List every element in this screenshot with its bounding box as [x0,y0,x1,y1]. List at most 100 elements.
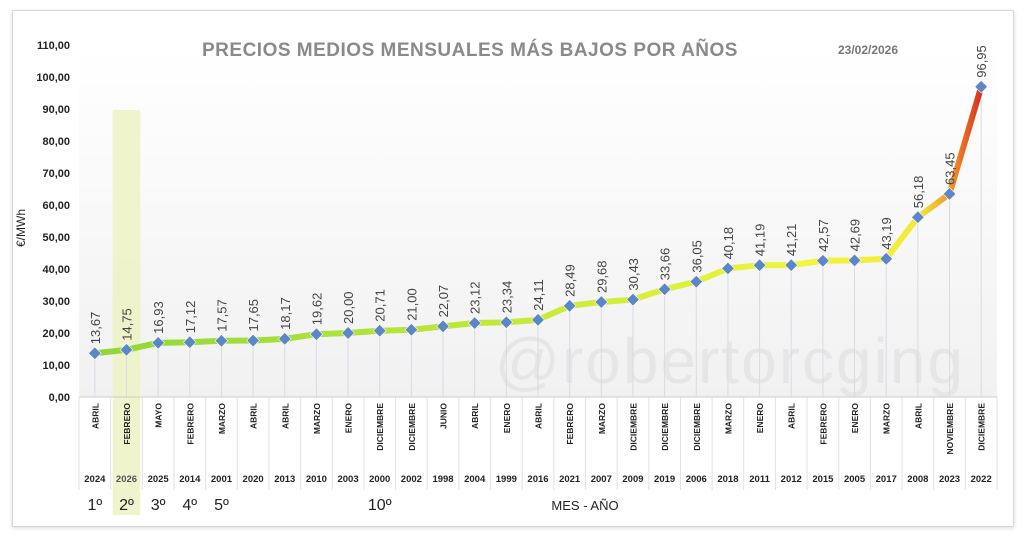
data-point [657,282,672,297]
month-label: ABRIL [534,403,544,429]
data-label: 18,17 [278,297,293,330]
month-label: ENERO [344,403,354,434]
highlight-column [112,110,141,515]
data-point [879,252,893,266]
data-point [214,333,229,348]
year-label: 2020 [243,474,264,485]
y-tick-label: 110,00 [37,40,70,52]
month-label: NOVIEMBRE [945,403,955,455]
data-point [531,313,545,327]
chart-title: PRECIOS MEDIOS MENSUALES MÁS BAJOS POR A… [202,39,738,61]
data-label: 17,65 [246,299,261,332]
month-label: MARZO [882,403,892,435]
month-label: ABRIL [470,403,480,429]
month-label: DICIEMBRE [628,403,638,451]
month-label: MAYO [154,403,164,428]
data-point [119,343,134,357]
y-tick-label: 30,00 [42,296,70,308]
year-label: 2024 [84,474,106,485]
data-point [721,261,735,276]
data-point [784,258,799,272]
rank-label: 1º [87,497,102,514]
year-label: 2022 [971,474,992,485]
data-label: 14,75 [119,308,134,341]
month-label: FEBRERO [818,403,828,445]
month-label: ABRIL [280,403,290,429]
y-tick-label: 40,00 [42,264,70,276]
year-label: 2002 [401,474,422,485]
month-label: ABRIL [90,403,100,429]
rank-label: 5º [214,497,229,514]
year-label: 2015 [812,474,834,485]
data-point [974,79,988,94]
year-label: 2001 [211,474,233,485]
month-label: JUNIO [439,403,449,429]
data-label: 63,45 [943,152,958,185]
month-label: DICIEMBRE [977,403,987,451]
month-label: FEBRERO [185,403,195,445]
data-point [467,316,482,330]
data-point [341,326,355,340]
y-tick-label: 50,00 [42,232,70,244]
data-point [404,323,419,337]
data-label: 24,11 [531,279,546,311]
year-label: 2026 [116,474,137,485]
month-label: ABRIL [249,403,259,429]
data-point [689,274,704,289]
year-label: 2007 [591,474,612,485]
data-label: 13,67 [88,312,103,345]
data-point [499,315,514,330]
year-label: 2016 [527,474,548,485]
year-label: 1998 [432,474,453,485]
data-label: 41,19 [753,224,768,257]
data-point [562,299,577,313]
year-label: 2012 [781,474,802,485]
year-label: 2004 [464,474,486,485]
month-label: DICIEMBRE [660,403,670,451]
year-label: 2009 [622,474,643,485]
year-label: 2000 [369,474,390,485]
rank-label: 4º [182,497,197,514]
year-label: 2021 [559,474,581,485]
data-label: 22,07 [436,285,451,318]
data-point [183,335,197,350]
y-axis-label: €/MWh [14,209,28,247]
data-label: 17,12 [183,301,198,334]
year-label: 2010 [306,474,327,485]
data-point [816,253,830,268]
watermark: @robertorcging [495,325,965,397]
month-label: ABRIL [787,403,797,429]
month-label: ENERO [755,403,765,434]
year-label: 2005 [844,474,866,485]
month-label: FEBRERO [565,403,575,445]
month-label: ABRIL [913,403,923,429]
year-label: 2023 [939,474,960,485]
data-label: 23,34 [499,281,514,314]
x-axis-label: MES - AÑO [551,498,618,513]
data-label: 96,95 [974,45,989,78]
data-label: 42,57 [816,219,831,252]
rank-label: 3º [151,497,166,514]
data-label: 16,93 [151,301,166,334]
data-point [752,258,767,272]
data-label: 17,57 [214,299,229,332]
data-label: 42,69 [848,219,863,252]
data-label: 19,62 [309,293,324,326]
data-label: 20,00 [341,291,356,324]
data-point [847,253,862,268]
y-tick-label: 90,00 [42,104,70,116]
y-tick-label: 0,00 [49,392,70,404]
y-tick-label: 60,00 [42,200,70,212]
data-label: 40,18 [721,227,736,260]
data-point [277,332,292,346]
year-label: 2008 [907,474,928,485]
data-point [372,323,387,338]
year-label: 2017 [876,474,897,485]
data-point [151,336,165,350]
year-label: 2025 [148,474,170,485]
chart-date: 23/02/2026 [838,43,898,57]
year-label: 2011 [749,474,770,485]
data-label: 21,00 [404,288,419,321]
year-label: 2003 [337,474,358,485]
